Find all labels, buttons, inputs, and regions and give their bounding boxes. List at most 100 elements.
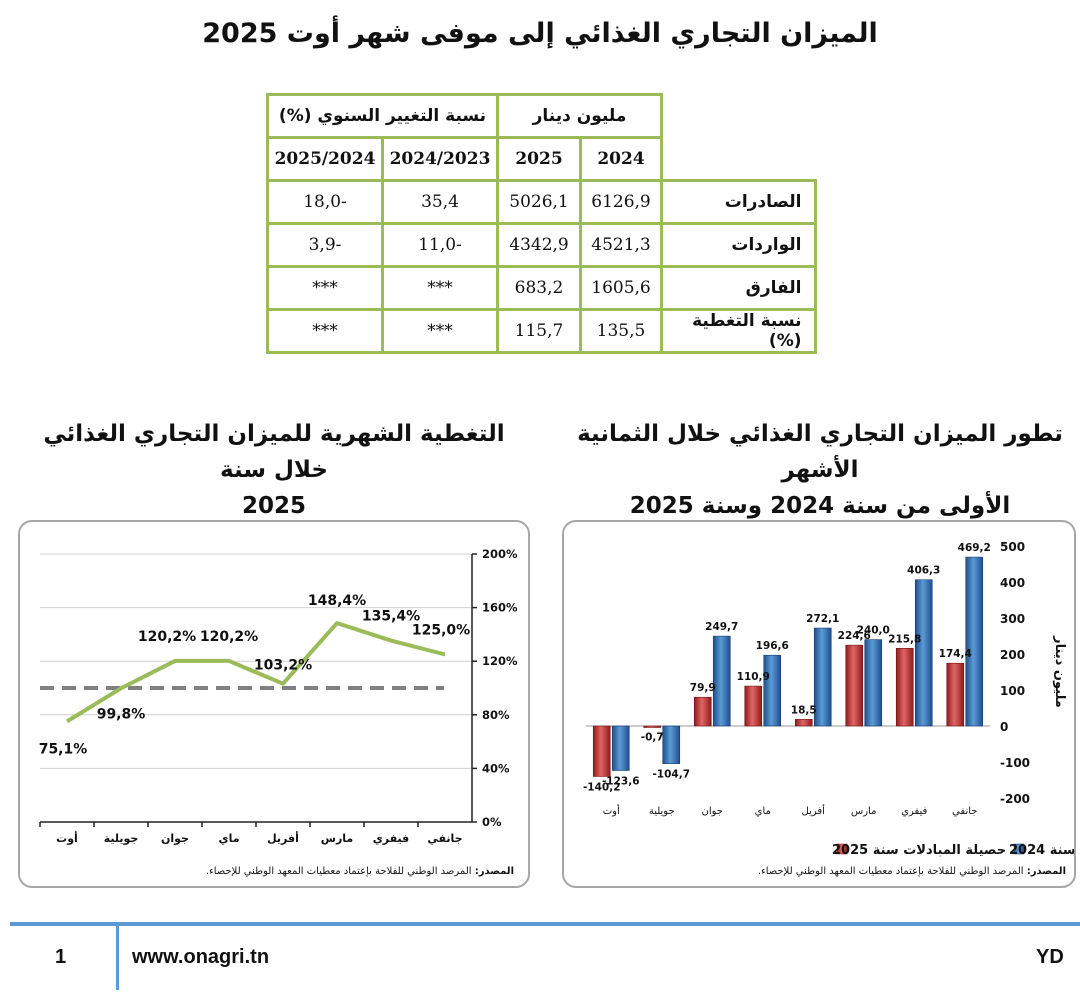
cell-change-2425: -18,0 [266, 179, 384, 225]
y-tick-label: 500 [1000, 540, 1025, 554]
bar-2025 [946, 662, 965, 727]
data-label-2025: 18,5 [791, 704, 817, 716]
coverage-line-series [65, 621, 446, 724]
data-label: 75,1% [39, 741, 88, 757]
y-axis-title: مليون دينار [1052, 635, 1067, 708]
bar-2025 [643, 725, 662, 728]
x-tick-label: جانفي [952, 806, 977, 817]
data-label-2025: 110,9 [737, 671, 770, 683]
y-tick-label: 400 [1000, 576, 1025, 590]
cell-2025: 4342,9 [496, 222, 582, 268]
line-chart-title: التغطية الشهرية للميزان التجاري الغذائي … [43, 421, 505, 519]
x-tick-label: فيفري [373, 832, 410, 845]
table-row: الواردات 4521,3 4342,9 -11,0 -3,9 [266, 222, 817, 268]
x-tick-label: أفريل [802, 804, 826, 817]
data-label-2025: -140,2 [583, 781, 621, 793]
bar-chart-source: المصدر: المرصد الوطني للفلاحة بإعتماد مع… [757, 866, 1066, 877]
header-2024: 2024 [579, 136, 663, 182]
y-tick-label: 120% [482, 654, 518, 668]
header-2024-2023: 2024/2023 [381, 136, 499, 182]
cell-2024: 135,5 [579, 308, 663, 354]
header-2025-2024: 2025/2024 [266, 136, 384, 182]
bar-2024 [914, 579, 933, 727]
bar-2025 [845, 644, 864, 727]
y-tick-label: -100 [1000, 756, 1030, 770]
data-label-2025: 79,9 [690, 682, 716, 694]
author-initials: YD [1036, 946, 1064, 968]
y-tick-label: 0 [1000, 720, 1008, 734]
legend-swatch-2024 [1013, 843, 1025, 855]
page-title: الميزان التجاري الغذائي إلى موفى شهر أوت… [202, 18, 878, 49]
header-million-dinar: مليون دينار [496, 93, 663, 139]
y-tick-label: 100 [1000, 684, 1025, 698]
data-label-2024: -104,7 [652, 769, 690, 781]
x-tick-label: جويلية [104, 832, 139, 845]
website-link[interactable]: www.onagri.tn [132, 946, 270, 968]
data-label-2024: 196,6 [756, 640, 789, 652]
cell-change-2324: *** [381, 265, 499, 311]
line-chart-source: المصدر: المرصد الوطني للفلاحة بإعتماد مع… [205, 866, 514, 877]
x-tick-label: ماي [755, 806, 771, 817]
data-label-2024: 249,7 [705, 621, 738, 633]
y-tick-label: 200% [482, 547, 518, 561]
cell-2025: 5026,1 [496, 179, 582, 225]
data-label-2024: -123,6 [602, 775, 640, 787]
bar-chart-title: تطور الميزان التجاري الغذائي خلال الثمان… [577, 421, 1063, 519]
bar-2025 [693, 696, 712, 727]
data-label-2025: 174,4 [939, 648, 972, 660]
bar-2024 [864, 639, 883, 727]
bar-2024 [712, 635, 731, 727]
cell-change-2324: -11,0 [381, 222, 499, 268]
bar-2025 [744, 685, 763, 727]
data-label: 103,2% [254, 658, 312, 674]
bar-2024 [662, 725, 681, 764]
row-label: نسبة التغطية (%) [660, 308, 817, 354]
legend-swatch-2025 [836, 843, 848, 855]
data-label-2024: 406,3 [907, 565, 940, 577]
y-tick-label: 80% [482, 708, 510, 722]
data-label: 99,8% [97, 706, 146, 722]
bar-2024 [763, 654, 782, 727]
cell-2025: 683,2 [496, 265, 582, 311]
data-label-2024: 240,0 [857, 625, 890, 637]
cell-2024: 6126,9 [579, 179, 663, 225]
y-tick-label: 40% [482, 761, 510, 775]
x-tick-label: جويلية [649, 806, 675, 817]
x-tick-label: أوت [603, 804, 620, 817]
cell-2025: 115,7 [496, 308, 582, 354]
data-label: 120,2% [138, 629, 196, 645]
data-label-2025: 215,8 [888, 633, 921, 645]
row-label: الواردات [660, 222, 817, 268]
data-label-2024: 272,1 [806, 613, 839, 625]
x-tick-label: جانفي [427, 832, 462, 845]
footer-vertical-divider [116, 926, 119, 990]
x-tick-label: مارس [851, 806, 876, 817]
cell-2024: 4521,3 [579, 222, 663, 268]
page-number: 1 [55, 946, 67, 968]
x-tick-label: مارس [321, 832, 353, 845]
cell-change-2324: *** [381, 308, 499, 354]
y-tick-label: 200 [1000, 648, 1025, 662]
cell-change-2425: -3,9 [266, 222, 384, 268]
cell-change-2324: 35,4 [381, 179, 499, 225]
legend-label-2024: حصيلة المبادلات سنة 2024 [1009, 843, 1074, 858]
x-tick-label: أفريل [267, 831, 299, 845]
header-annual-change: نسبة التغيير السنوي (%) [266, 93, 499, 139]
y-tick-label: -200 [1000, 792, 1030, 806]
data-label: 125,0% [412, 623, 470, 639]
data-label: 120,2% [200, 629, 258, 645]
bar-2024 [813, 627, 832, 727]
x-tick-label: فيفري [901, 806, 927, 817]
x-tick-label: ماي [218, 832, 239, 845]
table-row: الفارق 1605,6 683,2 *** *** [266, 265, 817, 311]
header-2025: 2025 [496, 136, 582, 182]
line-chart-panel: 0% 40% 80% 120% 160% 200% جانفي فيفري مارس أفريل م… [18, 520, 530, 888]
x-tick-label: جوان [161, 832, 189, 845]
data-label-2024: 469,2 [958, 542, 991, 554]
table-row: نسبة التغطية (%) 135,5 115,7 *** *** [266, 308, 817, 354]
bar-2024 [611, 725, 630, 771]
data-label-2025: 224,6 [838, 630, 871, 642]
y-tick-label: 160% [482, 601, 518, 615]
row-label: الفارق [660, 265, 817, 311]
line-chart: 0% 40% 80% 120% 160% 200% جانفي فيفري مارس أفريل م… [39, 547, 518, 845]
